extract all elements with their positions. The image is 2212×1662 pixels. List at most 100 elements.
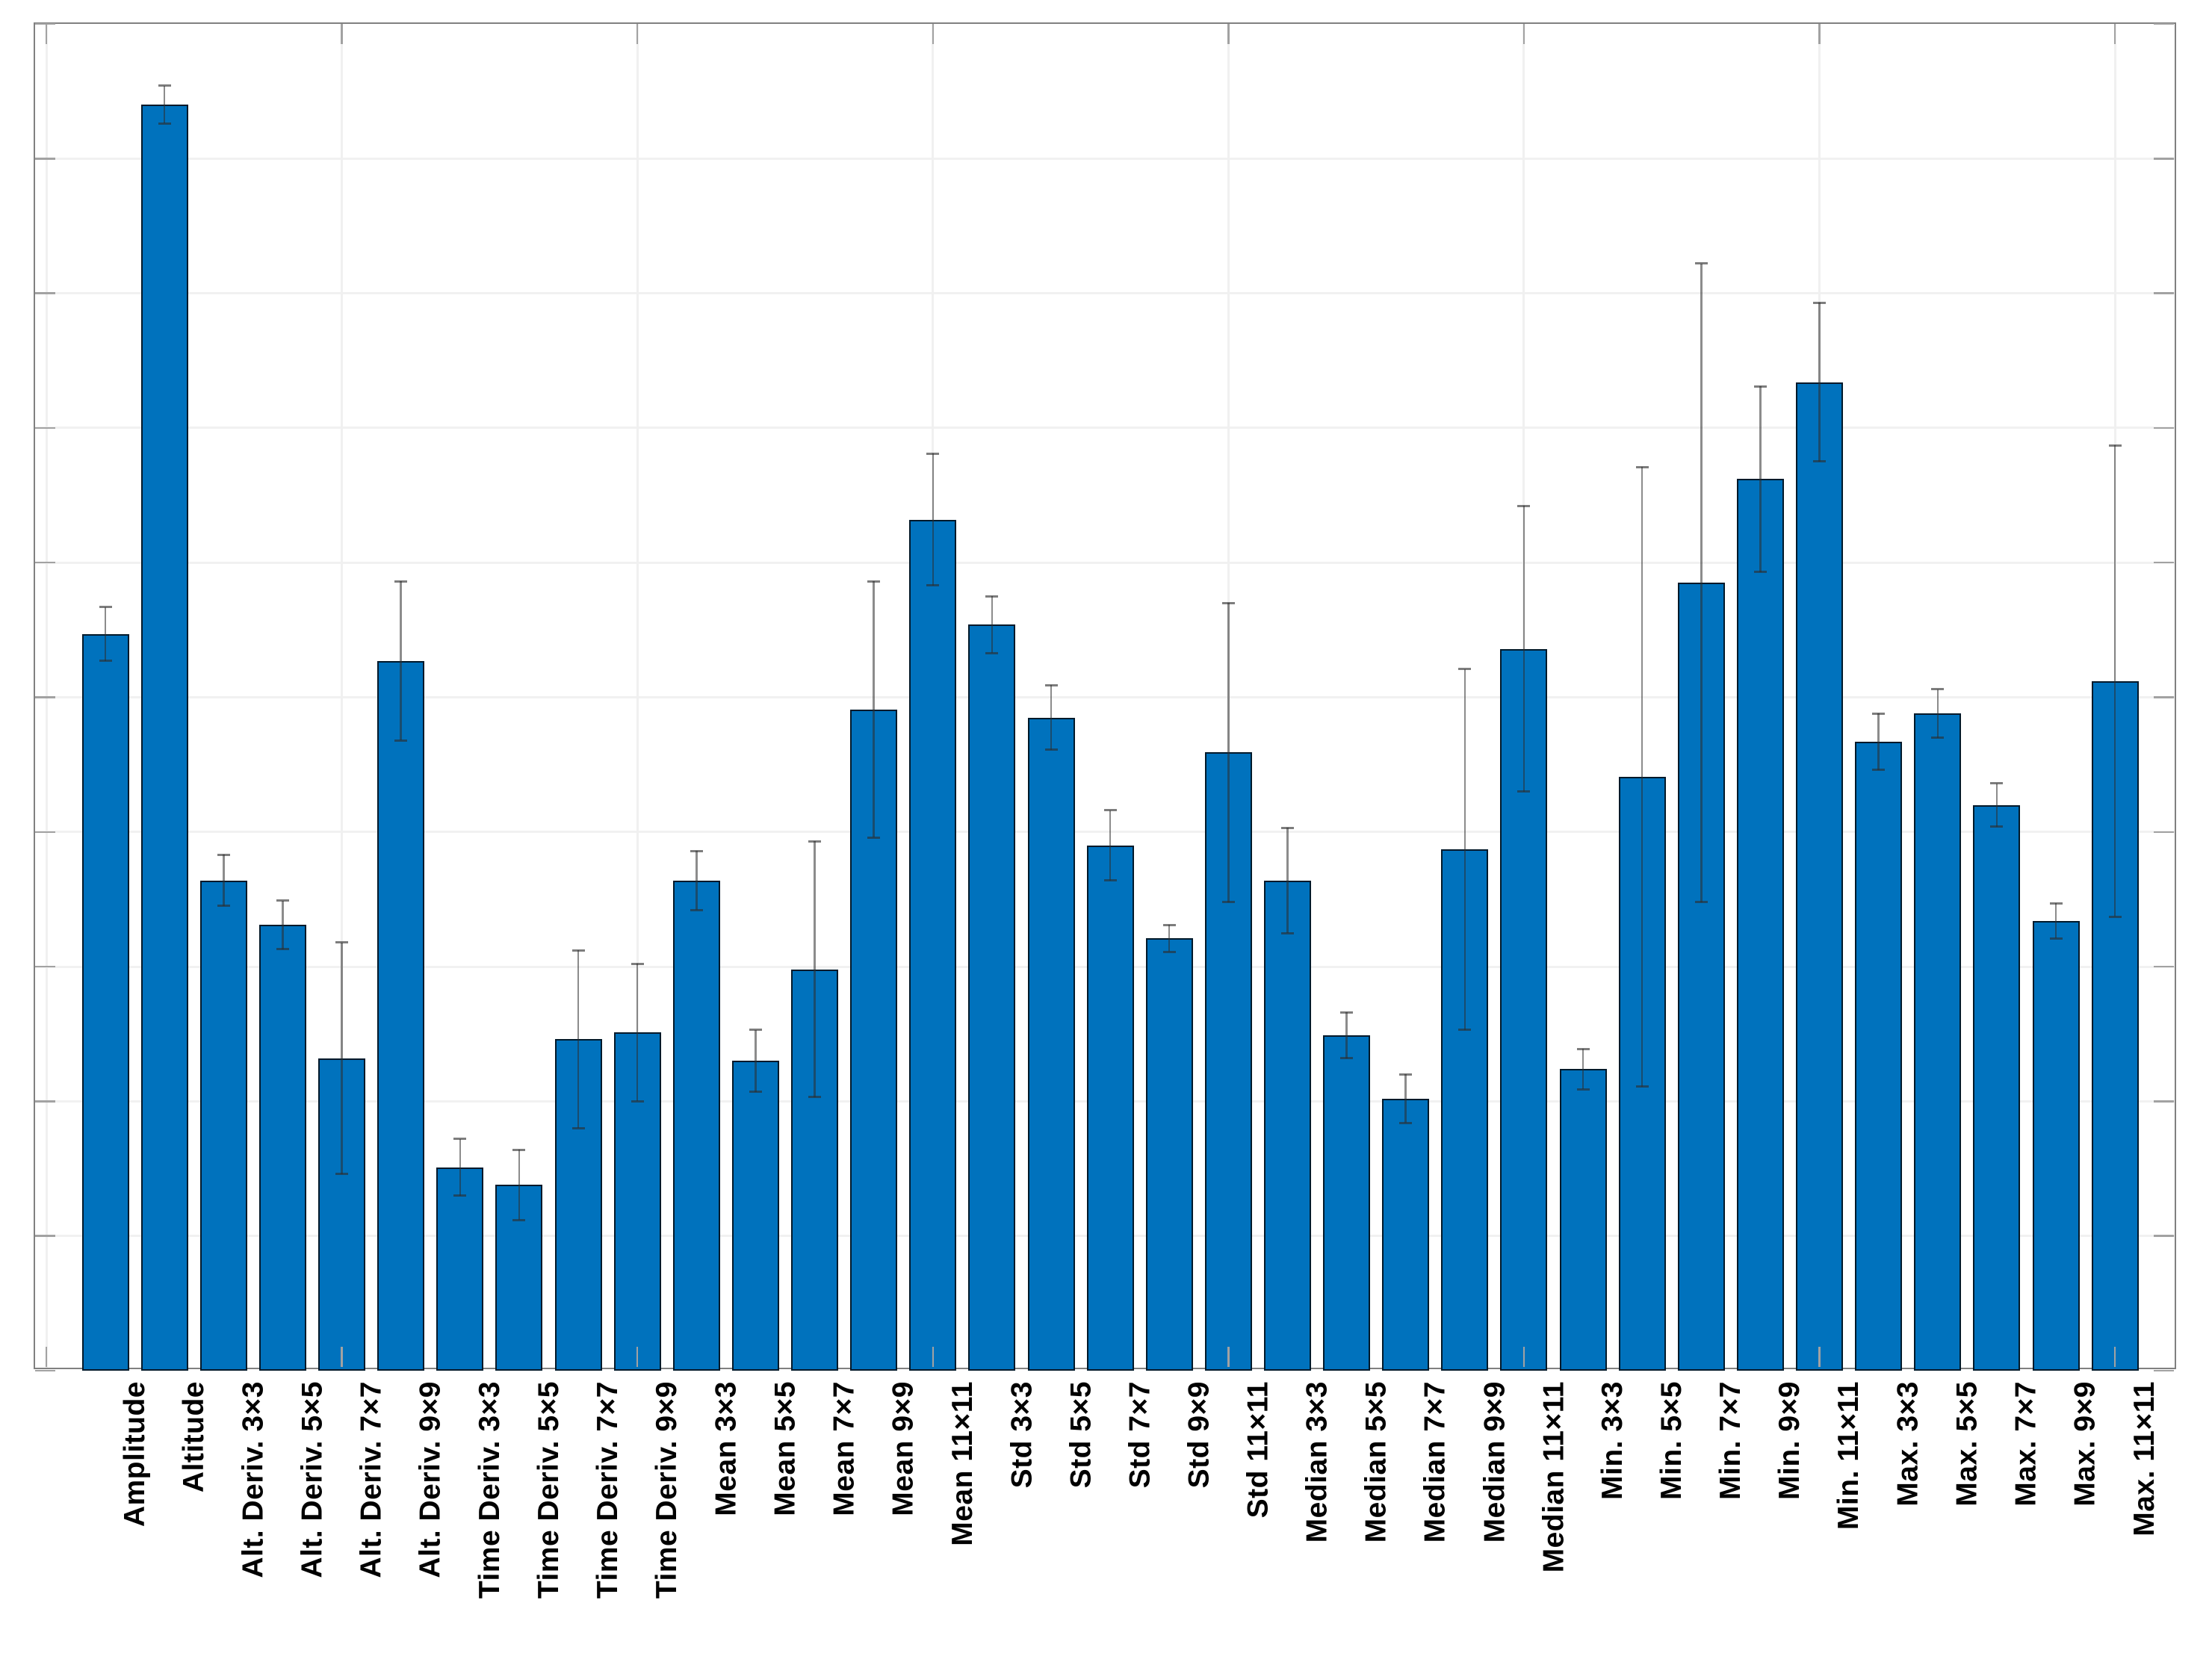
x-axis-tick-bottom — [1522, 1347, 1525, 1367]
error-bar-cap-top — [1576, 1047, 1590, 1050]
h-gridline — [35, 831, 2175, 834]
y-axis-tick-left — [35, 1100, 55, 1103]
bar — [1027, 717, 1075, 1371]
bar — [81, 633, 129, 1371]
error-bar — [755, 1029, 757, 1092]
error-bar-cap-top — [808, 840, 822, 843]
error-bar-cap-bottom — [99, 660, 112, 663]
x-tick-label: Time Deriv. 9×9 — [651, 1381, 684, 1599]
error-bar-cap-bottom — [867, 836, 881, 839]
error-bar — [1700, 263, 1703, 902]
y-axis-tick-right — [2154, 1235, 2174, 1237]
error-bar-cap-bottom — [1931, 737, 1945, 739]
error-bar — [1227, 603, 1230, 902]
y-axis-tick-right — [2154, 158, 2174, 160]
error-bar-cap-top — [690, 849, 703, 852]
error-bar-cap-top — [2049, 902, 2063, 905]
y-axis-tick-left — [35, 1235, 55, 1237]
error-bar — [1050, 685, 1053, 750]
x-tick-label: Alt. Deriv. 3×3 — [237, 1381, 270, 1578]
y-axis-tick-left — [35, 831, 55, 834]
x-tick-label: Max. 5×5 — [1951, 1381, 1983, 1507]
error-bar-cap-top — [394, 580, 408, 583]
x-axis-tick-top — [2113, 24, 2116, 44]
bar — [1796, 382, 1844, 1371]
bar — [2032, 920, 2080, 1371]
error-bar — [1581, 1049, 1584, 1090]
error-bar-cap-bottom — [985, 651, 999, 654]
x-axis-tick-bottom — [45, 1347, 48, 1367]
bar — [1263, 880, 1311, 1371]
y-axis-tick-right — [2154, 965, 2174, 968]
x-tick-label: Time Deriv. 5×5 — [532, 1381, 565, 1599]
x-tick-label: Mean 7×7 — [828, 1381, 861, 1516]
error-bar — [636, 964, 639, 1102]
x-tick-label: Std 5×5 — [1065, 1381, 1097, 1489]
error-bar-cap-top — [217, 853, 230, 856]
x-axis-tick-bottom — [2113, 1347, 2116, 1367]
error-bar-cap-top — [1990, 782, 2004, 785]
x-axis-tick-bottom — [341, 1347, 343, 1367]
bar — [377, 660, 425, 1371]
error-bar-cap-bottom — [2049, 937, 2063, 940]
error-bar-cap-bottom — [1340, 1057, 1354, 1060]
y-axis-tick-left — [35, 696, 55, 698]
bar — [436, 1167, 484, 1371]
error-bar — [1286, 828, 1289, 934]
y-axis-tick-left — [35, 561, 55, 564]
error-bar — [223, 855, 225, 906]
error-bar-cap-bottom — [1221, 901, 1235, 904]
error-bar — [873, 581, 875, 837]
x-tick-label: Min. 9×9 — [1773, 1381, 1806, 1500]
x-axis-tick-bottom — [636, 1347, 639, 1367]
v-gridline — [636, 24, 639, 1368]
error-bar — [991, 596, 994, 653]
error-bar-cap-top — [1399, 1073, 1413, 1076]
h-gridline — [35, 157, 2175, 160]
error-bar-cap-bottom — [158, 122, 171, 125]
error-bar-cap-top — [867, 580, 881, 583]
v-gridline — [341, 24, 344, 1368]
error-bar — [2054, 903, 2057, 939]
x-tick-label: Median 11×11 — [1537, 1381, 1570, 1573]
error-bar — [1109, 810, 1112, 881]
bar — [909, 519, 957, 1371]
error-bar-cap-bottom — [808, 1096, 822, 1099]
x-tick-label: Mean 11×11 — [946, 1381, 979, 1546]
error-bar-cap-bottom — [1458, 1029, 1472, 1032]
error-bar — [1522, 506, 1525, 792]
x-tick-label: Time Deriv. 3×3 — [473, 1381, 506, 1599]
error-bar — [932, 453, 935, 586]
error-bar-cap-bottom — [276, 948, 289, 951]
bar — [1855, 741, 1903, 1371]
error-bar — [577, 950, 580, 1129]
x-tick-label: Altitude — [178, 1381, 211, 1493]
error-bar-cap-bottom — [1813, 460, 1827, 463]
y-axis-tick-left — [35, 292, 55, 294]
v-gridline — [45, 24, 48, 1368]
y-axis-tick-left — [35, 158, 55, 160]
bar — [1382, 1098, 1430, 1371]
error-bar-cap-bottom — [1872, 769, 1886, 772]
h-gridline — [35, 292, 2175, 295]
error-bar-cap-bottom — [571, 1126, 585, 1129]
x-axis-tick-top — [636, 24, 639, 44]
error-bar-cap-top — [571, 949, 585, 952]
x-tick-label: Std 9×9 — [1183, 1381, 1215, 1489]
bar — [968, 624, 1016, 1371]
x-axis-tick-top — [45, 24, 48, 44]
bar — [1559, 1069, 1607, 1371]
bar — [672, 880, 720, 1371]
error-bar-cap-bottom — [1576, 1088, 1590, 1091]
error-bar-cap-bottom — [1753, 571, 1767, 574]
x-axis-tick-bottom — [932, 1347, 935, 1367]
bar — [1145, 938, 1193, 1371]
x-tick-label: Std 7×7 — [1124, 1381, 1156, 1489]
error-bar-cap-top — [1340, 1011, 1354, 1014]
error-bar-cap-top — [99, 606, 112, 609]
x-tick-label: Min. 7×7 — [1714, 1381, 1747, 1500]
error-bar-cap-top — [2108, 444, 2122, 447]
error-bar-cap-top — [335, 941, 349, 944]
error-bar-cap-top — [512, 1148, 526, 1151]
